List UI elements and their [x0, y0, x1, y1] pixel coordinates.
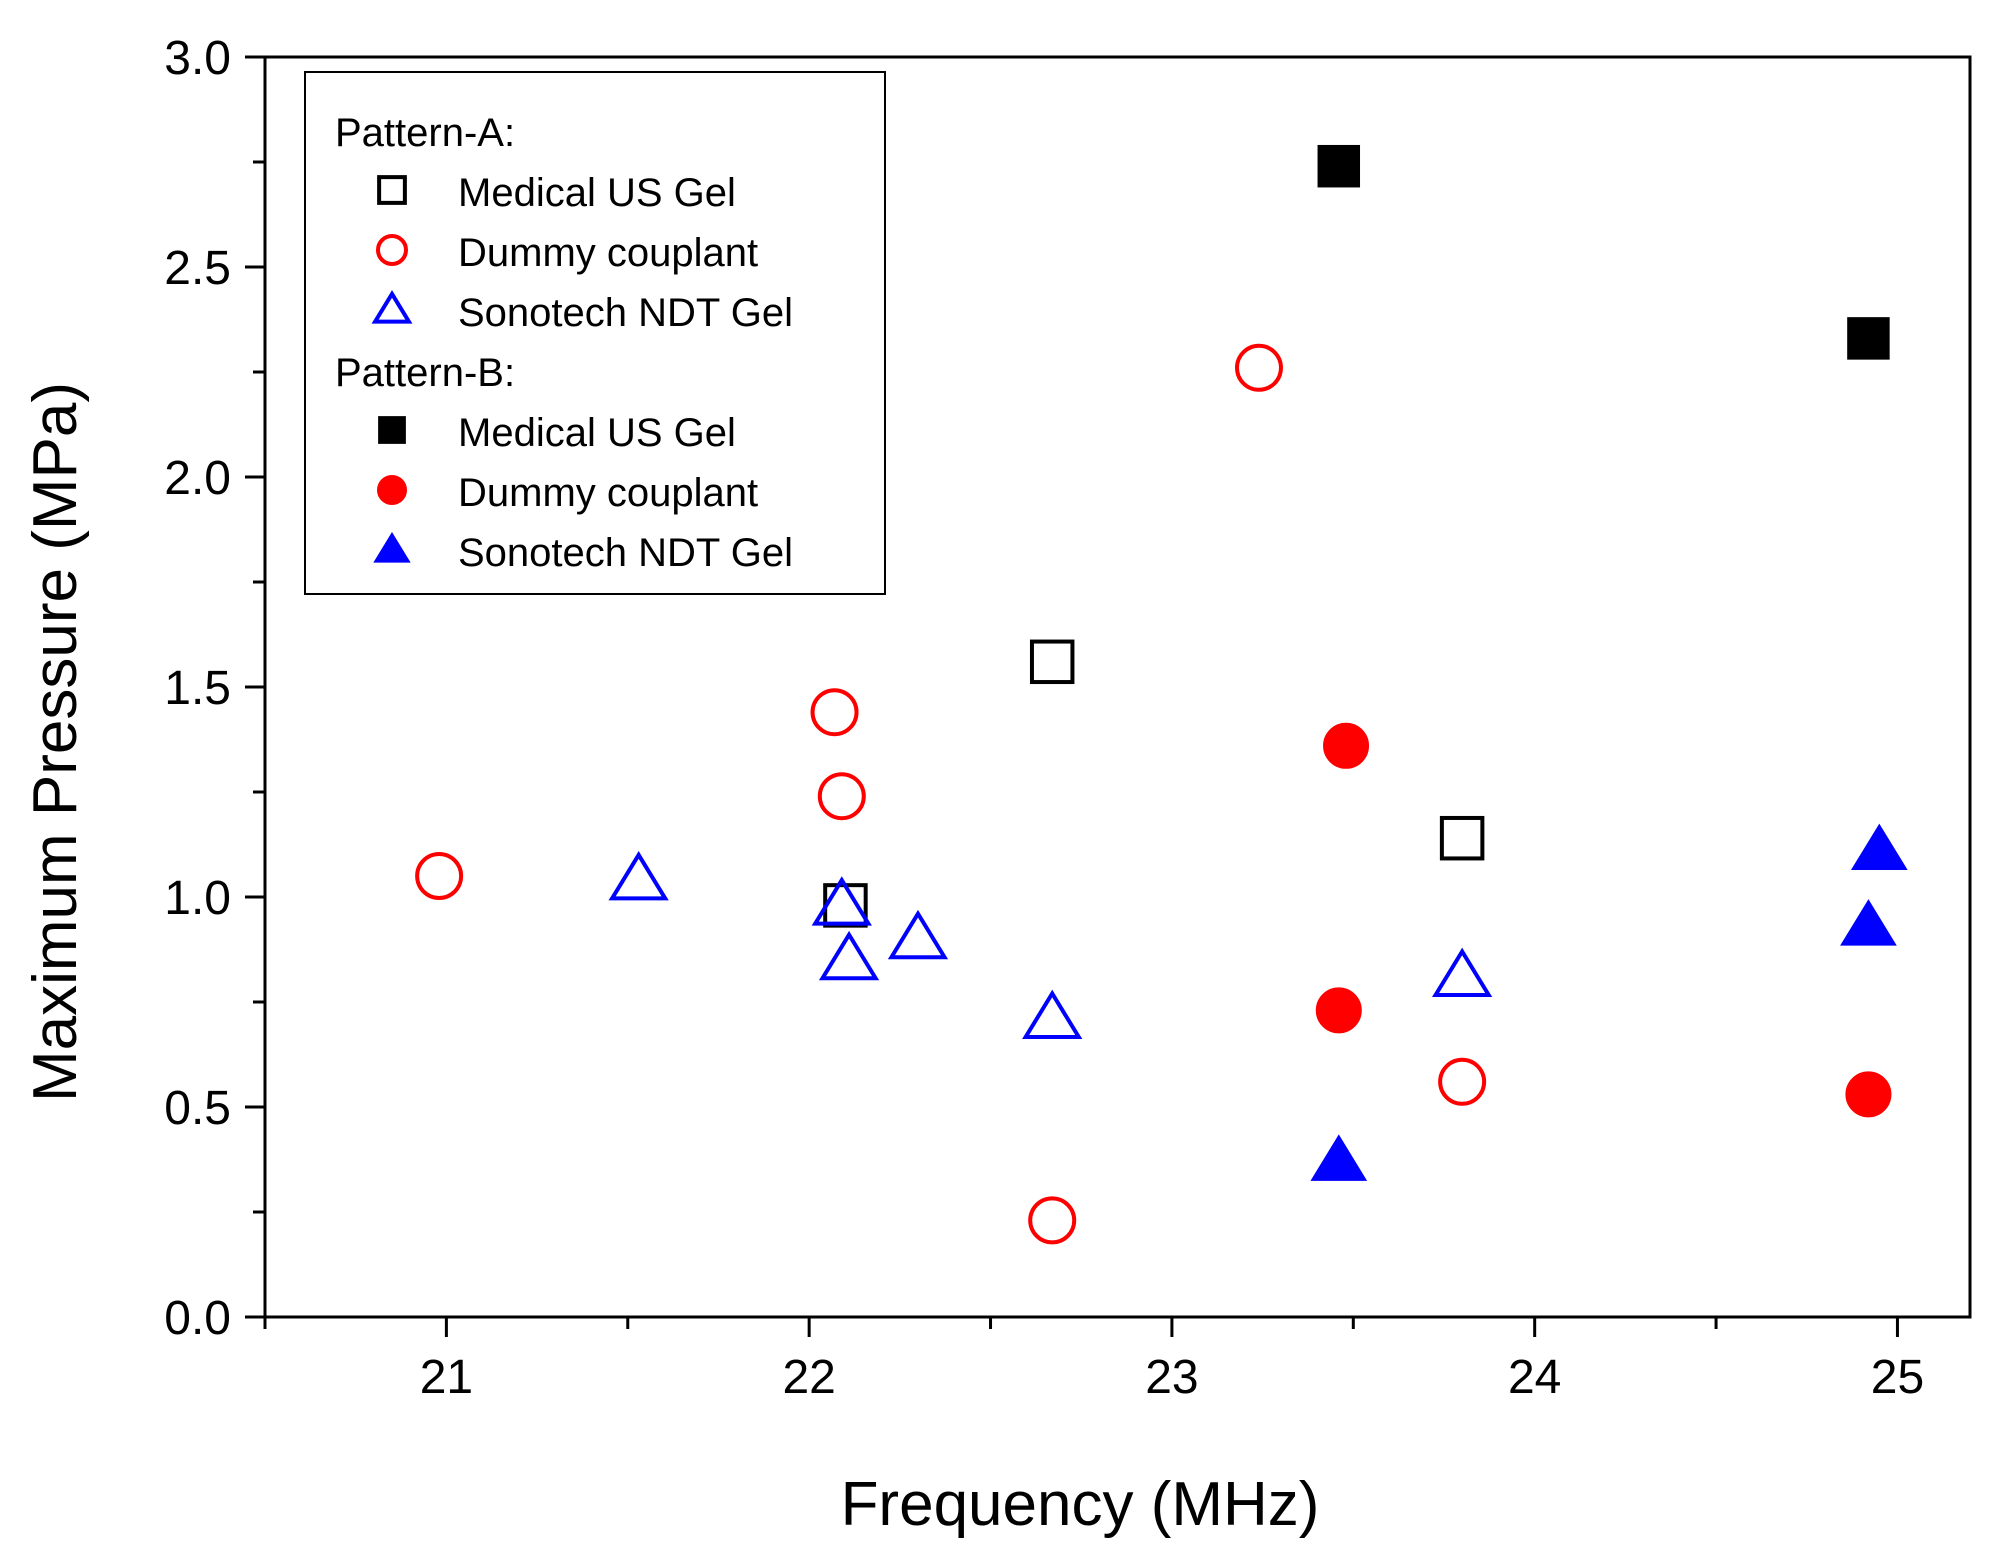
legend-label: Sonotech NDT Gel: [458, 291, 793, 335]
legend-marker-circle-open: [376, 234, 408, 266]
legend-group-title: Pattern-B:: [335, 351, 515, 395]
x-tick-label: 23: [1145, 1351, 1198, 1404]
data-point-pattern-a-sonotech-ndt-gel: [811, 876, 872, 926]
x-tick-label: 25: [1871, 1351, 1924, 1404]
y-tick-label: 2.0: [164, 452, 231, 505]
data-point-pattern-a-medical-us-gel: [1029, 639, 1075, 685]
data-point-pattern-a-sonotech-ndt-gel: [887, 909, 949, 960]
data-point-pattern-b-dummy-couplant: [1315, 987, 1362, 1034]
data-point-pattern-b-medical-us-gel: [1317, 144, 1361, 188]
data-point-pattern-a-dummy-couplant: [415, 852, 464, 900]
y-tick-label: 0.0: [164, 1292, 231, 1345]
data-point-pattern-a-dummy-couplant: [1028, 1196, 1077, 1245]
data-point-pattern-a-sonotech-ndt-gel: [608, 851, 669, 901]
legend-box: [304, 71, 886, 595]
legend-marker-square-filled: [378, 416, 406, 444]
data-markers: [415, 144, 1908, 1245]
legend-label: Dummy couplant: [458, 471, 758, 515]
data-point-pattern-b-dummy-couplant: [1845, 1071, 1892, 1118]
y-tick-label: 1.5: [164, 662, 231, 715]
y-axis-ticks: 0.0 0.5 1.0 1.5 2.0 2.5 3.0: [164, 32, 265, 1345]
y-tick-label: 2.5: [164, 242, 231, 295]
legend-label: Medical US Gel: [458, 171, 736, 215]
legend-marker-triangle-filled: [373, 531, 411, 563]
legend-marker-square-open: [377, 175, 407, 205]
y-axis-title: Maximum Pressure (MPa): [21, 382, 90, 1102]
legend-label: Sonotech NDT Gel: [458, 531, 793, 575]
legend-marker-triangle-open: [371, 290, 413, 324]
y-tick-label: 0.5: [164, 1082, 231, 1135]
data-point-pattern-a-sonotech-ndt-gel: [1022, 989, 1083, 1040]
x-tick-label: 21: [420, 1351, 473, 1404]
data-point-pattern-b-sonotech-ndt-gel: [1310, 1134, 1368, 1181]
y-tick-label: 3.0: [164, 32, 231, 85]
x-tick-label: 24: [1508, 1351, 1561, 1404]
y-tick-label: 1.0: [164, 872, 231, 925]
data-point-pattern-a-dummy-couplant: [810, 688, 859, 737]
legend-label: Dummy couplant: [458, 231, 758, 275]
x-axis-ticks: 21 22 23 24 25: [263, 1317, 1924, 1404]
data-point-pattern-a-dummy-couplant: [1234, 343, 1283, 392]
x-tick-label: 22: [782, 1351, 835, 1404]
legend-label: Medical US Gel: [458, 411, 736, 455]
plot-area-frame: [263, 55, 1972, 1319]
x-axis-title: Frequency (MHz): [841, 1470, 1320, 1539]
data-point-pattern-a-medical-us-gel: [1439, 815, 1485, 861]
data-point-pattern-b-medical-us-gel: [1847, 317, 1890, 360]
legend-group-title: Pattern-A:: [335, 111, 515, 155]
legend: Pattern-A: Medical US Gel Dummy couplant So…: [304, 71, 886, 595]
data-point-pattern-b-dummy-couplant: [1323, 722, 1370, 769]
data-point-pattern-a-sonotech-ndt-gel: [818, 930, 880, 981]
data-point-pattern-b-sonotech-ndt-gel: [1850, 823, 1908, 871]
data-point-pattern-a-dummy-couplant: [1438, 1057, 1487, 1106]
legend-marker-circle-filled: [377, 475, 407, 505]
data-point-pattern-b-sonotech-ndt-gel: [1840, 899, 1897, 946]
data-point-pattern-a-sonotech-ndt-gel: [1431, 947, 1493, 998]
data-point-pattern-a-dummy-couplant: [817, 772, 866, 821]
